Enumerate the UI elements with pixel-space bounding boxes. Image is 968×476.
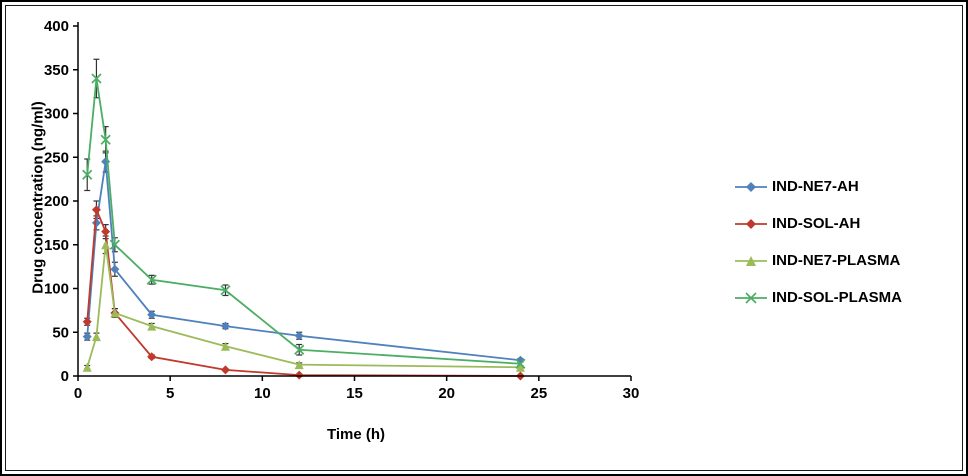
diamond-marker-icon	[735, 218, 767, 229]
x-axis-title: Time (h)	[326, 426, 386, 443]
legend-item: IND-NE7-AH	[734, 178, 902, 195]
svg-text:400: 400	[44, 18, 69, 35]
x-marker-icon	[735, 291, 767, 304]
svg-text:10: 10	[254, 385, 271, 402]
svg-text:25: 25	[530, 385, 547, 402]
legend: IND-NE7-AH IND-SOL-AH IND-NE7-PLASMA IND-SO…	[734, 178, 902, 306]
svg-text:30: 30	[623, 385, 640, 402]
svg-text:50: 50	[52, 324, 69, 341]
y-axis-title: Drug concentration (ng/ml)	[29, 101, 47, 294]
svg-text:100: 100	[44, 281, 69, 298]
legend-label: IND-NE7-PLASMA	[772, 252, 901, 269]
legend-item: IND-NE7-PLASMA	[734, 252, 902, 269]
diamond-marker-icon	[735, 181, 767, 192]
legend-item: IND-SOL-PLASMA	[734, 289, 902, 306]
legend-label: IND-SOL-PLASMA	[772, 289, 902, 306]
svg-text:300: 300	[44, 106, 69, 123]
svg-text:5: 5	[166, 385, 174, 402]
legend-item: IND-SOL-AH	[734, 215, 902, 232]
svg-text:250: 250	[44, 149, 69, 166]
svg-text:150: 150	[44, 237, 69, 254]
chart-area: 0 50 100 150 200 250 300 350 400 0 5 10 15 20 25 30 Dru…	[5, 5, 963, 471]
svg-text:350: 350	[44, 62, 69, 79]
svg-text:0: 0	[61, 368, 69, 385]
line-chart: 0 50 100 150 200 250 300 350 400 0 5 10 15 20 25 30	[44, 18, 640, 402]
svg-text:0: 0	[74, 385, 82, 402]
svg-text:200: 200	[44, 193, 69, 210]
legend-label: IND-SOL-AH	[772, 215, 861, 232]
svg-text:15: 15	[346, 385, 363, 402]
svg-text:20: 20	[438, 385, 455, 402]
legend-label: IND-NE7-AH	[772, 178, 859, 195]
triangle-marker-icon	[735, 255, 767, 266]
